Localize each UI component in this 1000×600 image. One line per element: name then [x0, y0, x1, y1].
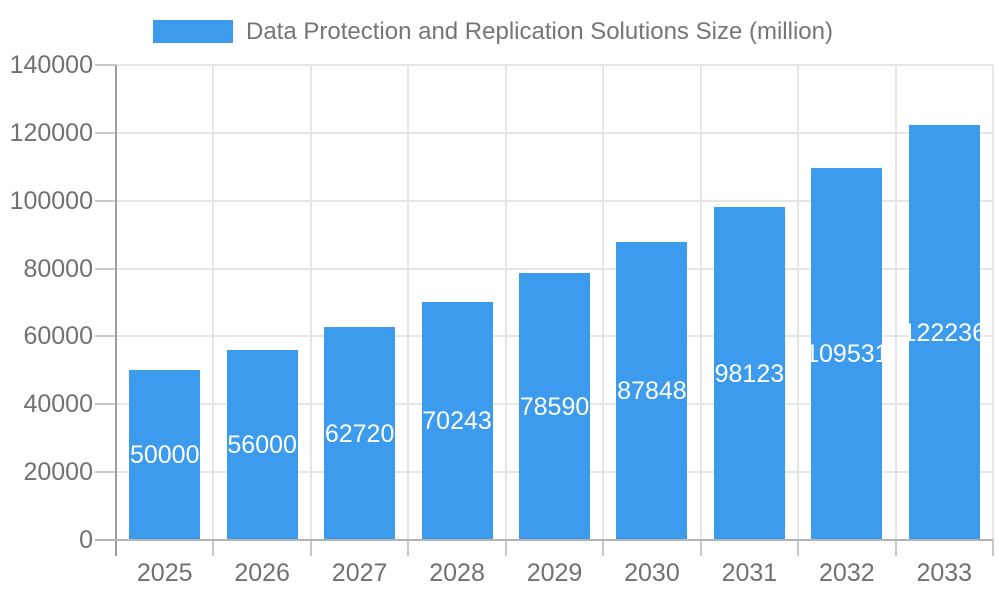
x-axis-tick — [602, 540, 605, 556]
bar-value-label: 62720 — [324, 419, 395, 448]
gridline-vertical — [894, 65, 897, 540]
gridline-horizontal — [116, 267, 993, 270]
gridline-vertical — [699, 65, 702, 540]
bar-value-label: 98123 — [714, 359, 785, 388]
y-axis-tick-label: 140000 — [9, 51, 93, 79]
gridline-horizontal — [116, 64, 993, 66]
x-axis-tick-label: 2033 — [916, 559, 973, 587]
x-axis-tick — [699, 540, 702, 556]
x-axis-tick — [894, 540, 897, 556]
bar-2026[interactable] — [226, 350, 298, 540]
gridline-vertical — [407, 65, 410, 540]
bar-value-label: 78590 — [519, 392, 590, 421]
gridline-vertical — [797, 65, 800, 540]
y-axis-tick-label: 80000 — [23, 254, 93, 283]
y-axis-tick — [95, 199, 116, 202]
y-axis-tick-label: 60000 — [23, 322, 93, 351]
bar-2025[interactable] — [129, 370, 201, 540]
y-axis-tick-label: 120000 — [9, 118, 93, 147]
y-axis-tick — [95, 131, 116, 134]
legend-color-swatch — [153, 20, 233, 43]
x-axis-tick — [407, 540, 410, 556]
gridline-vertical — [992, 65, 994, 540]
bar-value-label: 109531 — [805, 340, 889, 369]
x-axis-tick-label: 2031 — [721, 559, 778, 587]
bar-value-label: 56000 — [227, 431, 297, 459]
bar-value-label: 50000 — [129, 441, 200, 470]
gridline-horizontal — [116, 199, 993, 202]
x-axis-tick — [212, 540, 215, 556]
bar-2029[interactable] — [519, 273, 590, 540]
bar-2028[interactable] — [421, 301, 493, 540]
x-axis-tick-label: 2025 — [136, 559, 193, 587]
x-axis-tick — [504, 540, 507, 556]
y-axis-tick-label: 100000 — [9, 186, 93, 215]
x-axis-tick-label: 2030 — [624, 559, 680, 587]
x-axis-tick-label: 2032 — [819, 559, 875, 587]
x-axis-tick — [309, 540, 312, 556]
legend-label: Data Protection and Replication Solution… — [246, 18, 833, 45]
bar-value-label: 70243 — [422, 406, 492, 435]
gridline-horizontal — [116, 131, 993, 134]
y-axis-line — [115, 65, 117, 556]
bar-2027[interactable] — [324, 327, 396, 540]
y-axis-tick-label: 0 — [79, 526, 93, 554]
x-axis-tick — [797, 540, 800, 556]
x-axis-tick-label: 2027 — [331, 559, 388, 587]
y-axis-tick — [95, 471, 116, 474]
gridline-vertical — [309, 65, 312, 540]
bar-2030[interactable] — [616, 241, 688, 540]
bar-2031[interactable] — [713, 207, 785, 540]
y-axis-tick — [95, 267, 116, 270]
chart-legend: Data Protection and Replication Solution… — [153, 18, 833, 45]
bar-2033[interactable] — [908, 125, 980, 540]
x-axis-tick-label: 2026 — [234, 559, 290, 587]
bar-value-label: 87848 — [617, 376, 687, 405]
y-axis-tick-label: 20000 — [23, 458, 93, 487]
y-axis-tick — [95, 64, 116, 66]
x-axis-tick-label: 2028 — [429, 559, 485, 587]
x-axis-tick-label: 2029 — [526, 559, 583, 587]
gridline-vertical — [602, 65, 605, 540]
bar-2032[interactable] — [811, 168, 883, 540]
bar-value-label: 122236 — [902, 318, 986, 347]
y-axis-tick — [95, 403, 116, 406]
gridline-vertical — [212, 65, 215, 540]
y-axis-tick-label: 40000 — [23, 390, 93, 419]
x-axis-tick — [992, 540, 994, 556]
y-axis-tick — [95, 335, 116, 338]
x-axis-baseline — [95, 539, 993, 541]
gridline-vertical — [504, 65, 507, 540]
